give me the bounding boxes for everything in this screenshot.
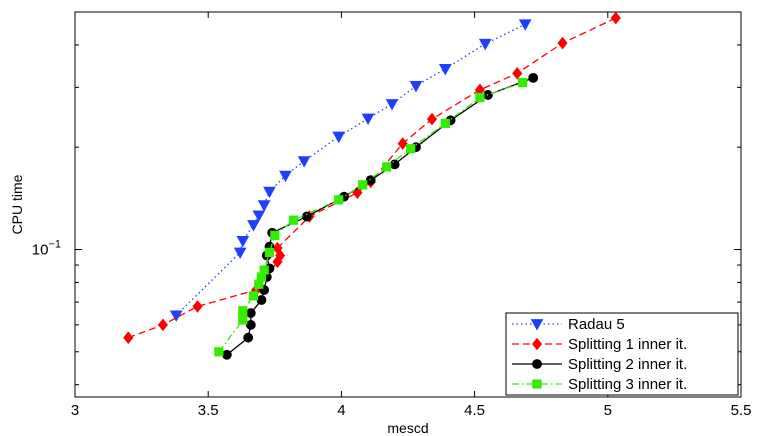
legend-marker-2 xyxy=(532,359,542,369)
x-axis-label: mescd xyxy=(387,420,428,436)
x-tick-label: 4 xyxy=(337,402,345,419)
data-point xyxy=(438,64,452,76)
data-point xyxy=(365,175,376,186)
data-point xyxy=(257,200,271,212)
legend-label-2: Splitting 2 inner it. xyxy=(568,356,687,373)
data-point xyxy=(334,195,344,205)
data-point xyxy=(263,186,276,199)
legend-label-0: Radau 5 xyxy=(568,316,625,333)
y-tick-base: 10 xyxy=(32,241,49,258)
y-tick-label-major: 10−1 xyxy=(32,238,61,258)
data-point xyxy=(478,38,492,51)
legend-label-1: Splitting 1 inner it. xyxy=(568,336,687,353)
legend-marker-3 xyxy=(532,379,542,389)
data-point xyxy=(358,180,368,190)
data-point xyxy=(610,11,621,25)
data-point xyxy=(440,118,450,129)
data-point xyxy=(236,235,250,248)
y-tick-exponent: −1 xyxy=(48,238,61,250)
y-axis-label: CPU time xyxy=(9,174,25,234)
data-point xyxy=(361,113,375,126)
data-point xyxy=(397,137,408,150)
data-point xyxy=(256,295,267,305)
data-point xyxy=(238,315,248,325)
data-point xyxy=(557,36,568,50)
data-point xyxy=(270,230,280,241)
data-point xyxy=(245,319,256,330)
data-point xyxy=(221,349,232,360)
data-point xyxy=(518,19,532,31)
data-point xyxy=(243,332,254,343)
data-point xyxy=(382,162,392,172)
x-tick-label: 5 xyxy=(604,402,612,419)
data-point xyxy=(157,318,168,332)
data-point xyxy=(245,308,256,318)
legend-items xyxy=(512,319,562,389)
data-point xyxy=(247,220,260,232)
data-point xyxy=(297,156,311,168)
data-point xyxy=(409,81,423,93)
data-point xyxy=(426,112,438,126)
data-point xyxy=(385,99,399,111)
data-point xyxy=(475,92,485,103)
legend-box xyxy=(505,312,739,396)
data-point xyxy=(238,306,248,316)
x-tick-label: 3 xyxy=(71,402,79,419)
series-1 xyxy=(123,11,621,345)
legend-label-3: Splitting 3 inner it. xyxy=(568,376,687,393)
data-point xyxy=(272,241,283,255)
data-point xyxy=(123,331,134,345)
data-point xyxy=(233,247,247,259)
data-point xyxy=(512,67,523,80)
data-point xyxy=(517,77,528,88)
axes xyxy=(74,11,742,398)
series-line-0 xyxy=(175,23,526,316)
x-tick-label: 5.5 xyxy=(731,402,752,419)
x-tick-label: 3.5 xyxy=(198,402,219,419)
data-point xyxy=(389,159,400,170)
data-point xyxy=(288,215,299,225)
data-point xyxy=(214,347,224,357)
data-point xyxy=(332,131,346,144)
series-line-1 xyxy=(128,17,617,339)
data-point xyxy=(248,291,259,301)
series-3 xyxy=(214,77,528,357)
legend-marker-1 xyxy=(531,337,543,351)
data-point xyxy=(528,72,539,83)
x-tick-label: 4.5 xyxy=(464,402,485,419)
data-point xyxy=(192,300,203,313)
legend: Radau 5 Splitting 1 inner it. Splitting … xyxy=(505,312,739,396)
data-point xyxy=(252,210,266,222)
data-point xyxy=(406,144,416,154)
data-point xyxy=(279,170,292,183)
plot-area xyxy=(123,11,621,360)
series-0 xyxy=(169,19,532,322)
ticks: 3 3.5 4 4.5 5 5.5 xyxy=(71,11,752,419)
legend-marker-0 xyxy=(530,319,544,331)
plot-frame xyxy=(74,11,742,398)
data-point xyxy=(259,265,269,275)
data-point xyxy=(264,247,275,258)
